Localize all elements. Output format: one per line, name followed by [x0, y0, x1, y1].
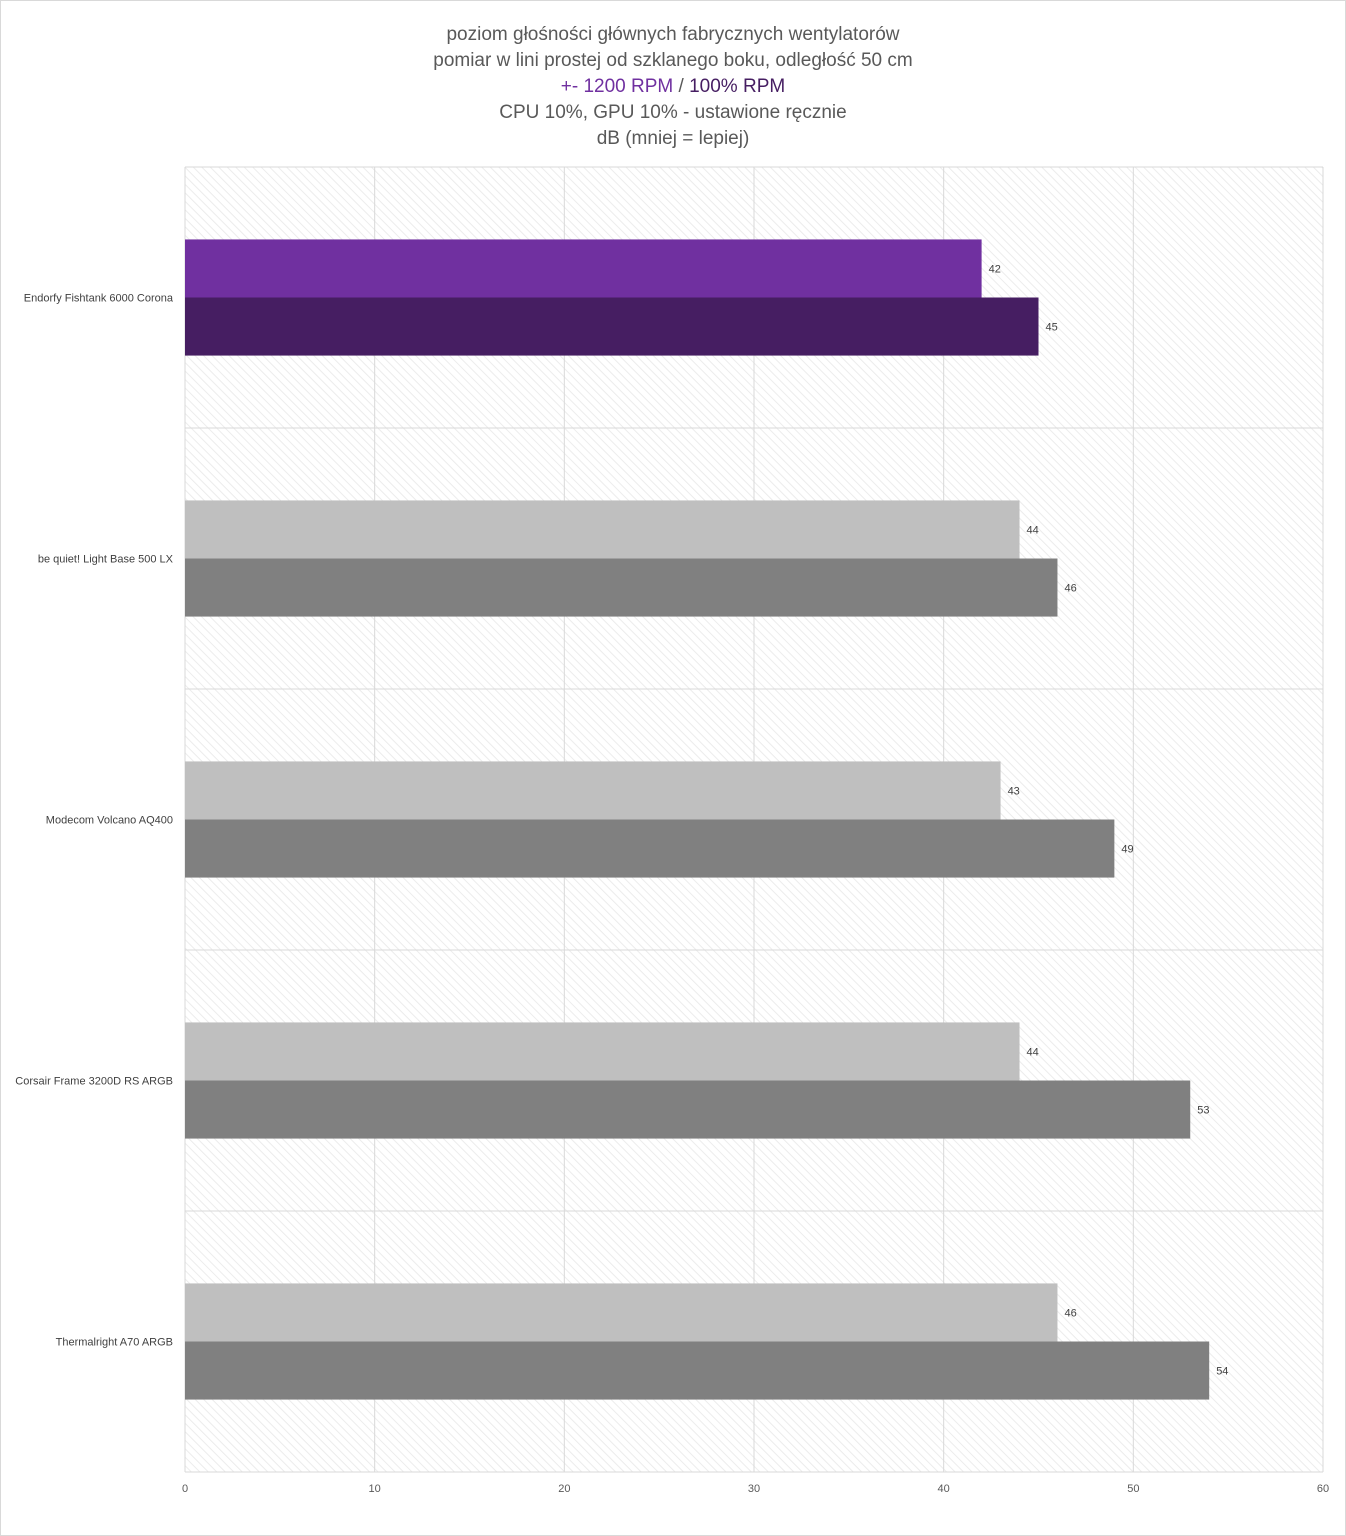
- x-tick-label: 40: [938, 1483, 950, 1495]
- bar: [185, 297, 1039, 356]
- series-key-first: +- 1200 RPM: [560, 76, 674, 97]
- bar: [185, 1283, 1058, 1342]
- category-label: Thermalright A70 ARGB: [56, 1337, 173, 1349]
- chart-title-line-1: poziom głośności głównych fabrycznych we…: [446, 24, 900, 45]
- bar: [185, 1341, 1210, 1400]
- category-label: Endorfy Fishtank 6000 Corona: [24, 293, 174, 305]
- category-label: Corsair Frame 3200D RS ARGB: [15, 1076, 173, 1088]
- category-label: be quiet! Light Base 500 LX: [38, 554, 174, 566]
- data-label: 43: [1008, 785, 1020, 797]
- data-label: 53: [1197, 1105, 1209, 1117]
- x-tick-label: 20: [558, 1483, 570, 1495]
- data-label: 54: [1216, 1366, 1228, 1378]
- series-key-separator: /: [673, 76, 690, 97]
- chart-title-block: poziom głośności głównych fabrycznych we…: [0, 22, 1346, 152]
- data-label: 46: [1064, 1307, 1076, 1319]
- bar: [185, 761, 1001, 820]
- bar: [185, 819, 1115, 878]
- series-key-second: 100% RPM: [689, 76, 786, 97]
- data-label: 42: [989, 263, 1001, 275]
- data-label: 46: [1064, 583, 1076, 595]
- bar: [185, 239, 982, 298]
- bar: [185, 1022, 1020, 1081]
- bar: [185, 500, 1020, 559]
- chart-title-line-2: pomiar w lini prostej od szklanego boku,…: [433, 50, 913, 71]
- x-tick-label: 60: [1317, 1483, 1329, 1495]
- data-label: 49: [1121, 844, 1133, 856]
- x-tick-label: 30: [748, 1483, 760, 1495]
- x-tick-label: 10: [369, 1483, 381, 1495]
- chart-subtitle-line-2: dB (mniej = lepiej): [596, 128, 750, 149]
- data-label: 44: [1027, 524, 1039, 536]
- data-label: 44: [1027, 1046, 1039, 1058]
- category-label: Modecom Volcano AQ400: [46, 815, 173, 827]
- x-tick-label: 50: [1127, 1483, 1139, 1495]
- chart-subtitle-line-1: CPU 10%, GPU 10% - ustawione ręcznie: [499, 102, 847, 123]
- data-label: 45: [1046, 322, 1058, 334]
- bar: [185, 558, 1058, 617]
- x-tick-label: 0: [182, 1483, 188, 1495]
- series-key-line: +- 1200 RPM / 100% RPM: [0, 74, 1346, 100]
- bar: [185, 1080, 1191, 1139]
